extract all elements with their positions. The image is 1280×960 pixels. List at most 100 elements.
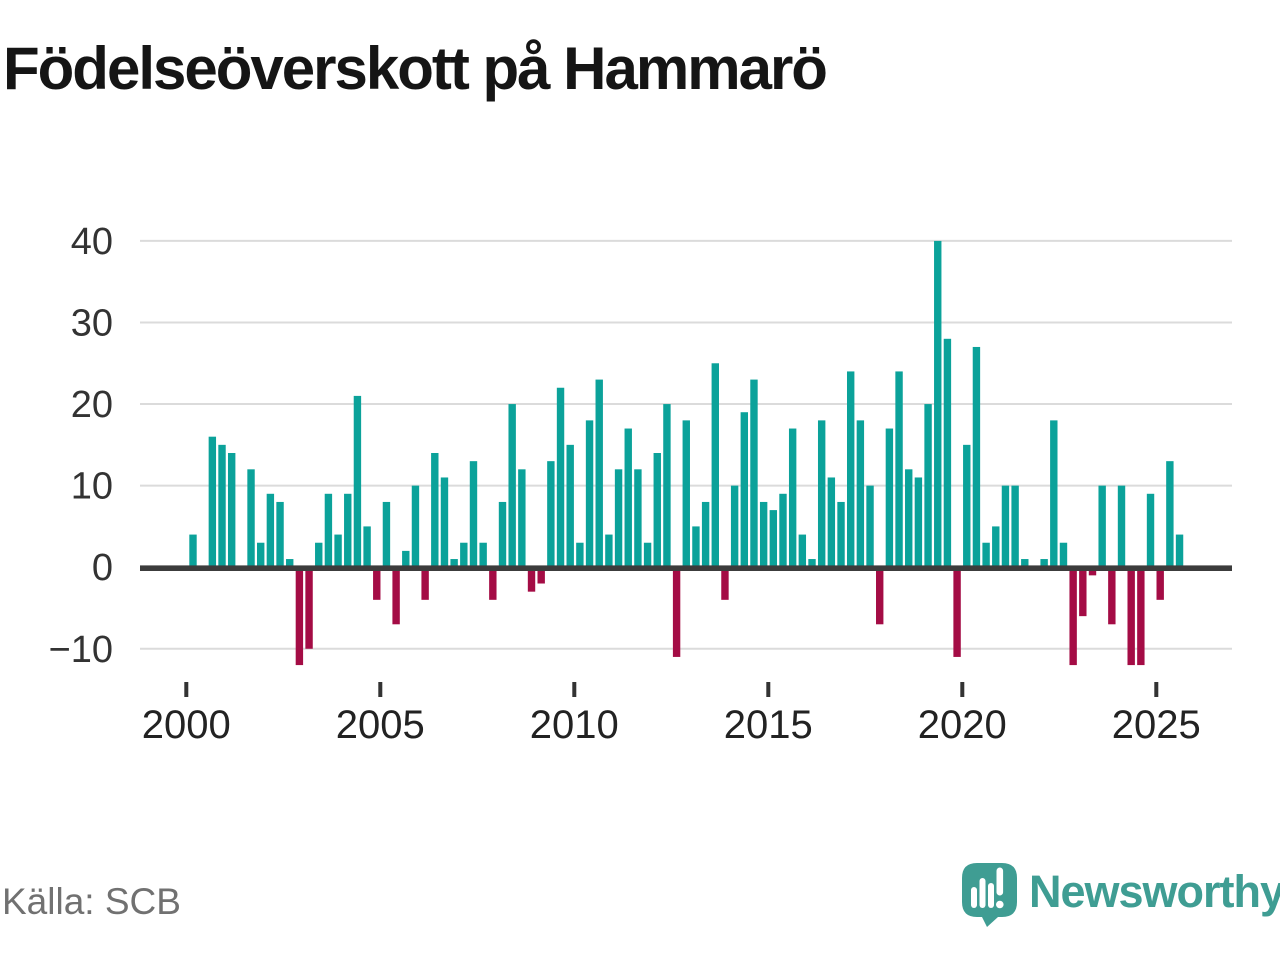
bar-2016q2 [817, 420, 826, 568]
y-axis-label-40: 40 [71, 221, 113, 263]
x-tick-2020 [960, 682, 965, 697]
chart-title: Födelseöverskott på Hammarö [3, 35, 828, 102]
bar-2025q1 [1156, 567, 1164, 600]
bar-2021q2 [1011, 485, 1019, 568]
bar-2023q2 [1088, 567, 1097, 576]
newsworthy-logo-icon [962, 863, 1017, 927]
bar-2017q2 [856, 420, 865, 568]
x-tick-2005 [378, 682, 383, 697]
bar-2009q4 [566, 444, 574, 568]
x-tick-2000 [184, 682, 189, 697]
x-tick-2025 [1154, 682, 1159, 697]
bar-2022q1 [1040, 559, 1048, 568]
newsworthy-logo: Newsworthy [962, 861, 1280, 929]
x-axis-label-2005: 2005 [336, 703, 425, 747]
bar-2018q4 [914, 477, 923, 568]
bar-2021q3 [1021, 559, 1029, 568]
bar-2020q1 [963, 444, 971, 568]
bar-2014q3 [750, 379, 758, 568]
bar-2010q3 [595, 379, 603, 568]
bar-2019q2 [934, 240, 942, 568]
bar-2011q3 [634, 469, 642, 568]
bar-2000q1 [189, 534, 197, 568]
bar-2005q2 [392, 567, 400, 625]
bar-2024q3 [1137, 567, 1145, 666]
bar-2001q1 [227, 453, 236, 568]
bar-2018q2 [895, 371, 903, 568]
bar-2016q1 [808, 559, 816, 568]
bar-2019q1 [924, 404, 932, 568]
y-axis-label-20: 20 [71, 384, 113, 426]
bar-2017q3 [866, 485, 874, 568]
y-axis-label-30: 30 [71, 302, 113, 344]
bar-2007q1 [460, 542, 468, 568]
bar-2020q3 [982, 542, 990, 568]
bar-2004q3 [363, 526, 371, 568]
bar-2002q1 [266, 493, 275, 568]
bar-2022q4 [1069, 567, 1077, 666]
bar-2005q4 [411, 485, 420, 568]
y-axis-label-0: 0 [92, 547, 113, 589]
logo-exclamation-dot [996, 900, 1004, 909]
x-axis-label-2010: 2010 [530, 703, 619, 747]
bar-2006q4 [450, 559, 458, 568]
bar-2024q2 [1127, 567, 1135, 666]
bar-2003q1 [305, 567, 313, 649]
bar-2010q2 [585, 420, 594, 568]
bar-2013q4 [721, 567, 729, 600]
logo-mini-bar-2 [979, 878, 986, 908]
logo-mini-bar-1 [971, 887, 977, 908]
x-axis-label-2020: 2020 [918, 703, 1007, 747]
bar-2011q4 [643, 542, 652, 568]
bar-2018q3 [905, 469, 913, 568]
bar-2023q3 [1098, 485, 1106, 568]
bar-2011q2 [624, 428, 632, 568]
bar-2012q1 [653, 453, 661, 568]
bar-2009q1 [537, 567, 545, 584]
x-axis-label-2015: 2015 [724, 703, 813, 747]
bar-2006q2 [431, 453, 439, 568]
logo-exclamation-stem [996, 867, 1004, 896]
bar-2024q1 [1117, 485, 1126, 568]
bar-2004q1 [344, 493, 352, 568]
bar-2019q4 [953, 567, 961, 657]
bar-2005q1 [382, 501, 391, 568]
bar-2015q4 [798, 534, 807, 568]
bar-2011q1 [614, 469, 623, 568]
bar-2007q3 [479, 542, 487, 568]
x-tick-2015 [766, 682, 771, 697]
bar-2008q3 [518, 469, 526, 568]
bar-2002q3 [286, 559, 294, 568]
bar-2006q1 [421, 567, 429, 600]
bar-2025q2 [1166, 461, 1174, 568]
bar-2007q4 [489, 567, 497, 600]
bar-2004q4 [373, 567, 381, 600]
bar-2021q1 [1001, 485, 1010, 568]
zero-axis-line [140, 565, 1232, 571]
bar-2006q3 [440, 477, 449, 568]
bar-2022q2 [1050, 420, 1058, 568]
bar-2003q4 [334, 534, 342, 568]
logo-mini-bar-3 [988, 883, 994, 908]
bar-2023q4 [1108, 567, 1116, 625]
source-note: Källa: SCB [2, 881, 181, 922]
bar-2003q3 [324, 493, 333, 568]
bar-2009q3 [556, 387, 565, 568]
bar-2015q1 [769, 510, 778, 568]
bar-2013q2 [701, 501, 710, 568]
bar-2012q2 [663, 404, 671, 568]
bar-2014q4 [759, 501, 768, 568]
bar-2024q4 [1146, 493, 1155, 568]
bar-2012q4 [682, 420, 690, 568]
bar-2015q2 [779, 493, 787, 568]
bar-2008q4 [527, 567, 536, 592]
bar-2019q3 [943, 338, 952, 568]
bar-2017q4 [876, 567, 884, 625]
bar-2001q4 [257, 542, 265, 568]
bar-2008q1 [498, 501, 507, 568]
bar-2023q1 [1079, 567, 1087, 617]
bar-2002q4 [295, 567, 304, 666]
bar-2025q3 [1175, 534, 1184, 568]
bar-2008q2 [508, 404, 516, 568]
